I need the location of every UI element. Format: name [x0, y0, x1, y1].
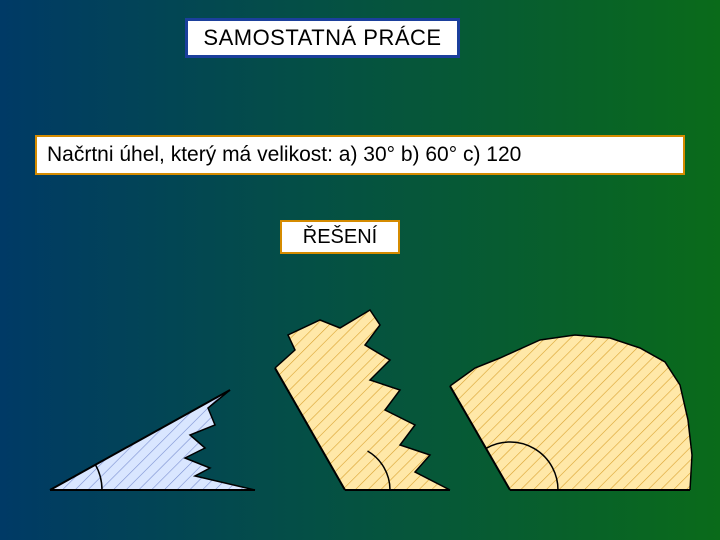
solution-box: ŘEŠENÍ	[280, 220, 400, 254]
solution-label: ŘEŠENÍ	[303, 226, 377, 249]
title-text: SAMOSTATNÁ PRÁCE	[203, 25, 441, 51]
angle-120-shape	[450, 335, 692, 490]
title-box: SAMOSTATNÁ PRÁCE	[185, 18, 460, 58]
task-box: Načrtni úhel, který má velikost: a) 30° …	[35, 135, 685, 175]
angle-diagrams	[20, 290, 700, 520]
angle-60-shape	[275, 310, 450, 490]
angle-30-shape	[50, 390, 255, 490]
task-text: Načrtni úhel, který má velikost: a) 30° …	[47, 143, 521, 167]
